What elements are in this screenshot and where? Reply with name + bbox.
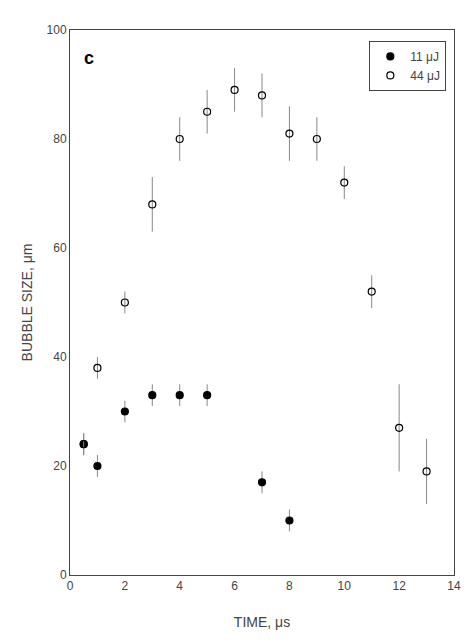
svg-text:2: 2 [122, 579, 129, 593]
svg-text:100: 100 [47, 23, 67, 37]
svg-text:6: 6 [231, 579, 238, 593]
svg-text:44 μJ: 44 μJ [410, 69, 440, 83]
svg-text:8: 8 [286, 579, 293, 593]
svg-text:TIME, μs: TIME, μs [234, 614, 290, 630]
svg-text:BUBBLE SIZE, μm: BUBBLE SIZE, μm [19, 244, 35, 362]
svg-text:0: 0 [60, 568, 67, 582]
svg-text:10: 10 [338, 579, 352, 593]
svg-text:4: 4 [176, 579, 183, 593]
svg-text:12: 12 [392, 579, 406, 593]
svg-text:40: 40 [53, 350, 67, 364]
svg-text:0: 0 [67, 579, 74, 593]
svg-text:c: c [84, 48, 94, 68]
svg-text:14: 14 [447, 579, 461, 593]
svg-text:20: 20 [53, 459, 67, 473]
svg-text:80: 80 [53, 132, 67, 146]
svg-text:11 μJ: 11 μJ [410, 50, 439, 64]
svg-text:60: 60 [53, 241, 67, 255]
